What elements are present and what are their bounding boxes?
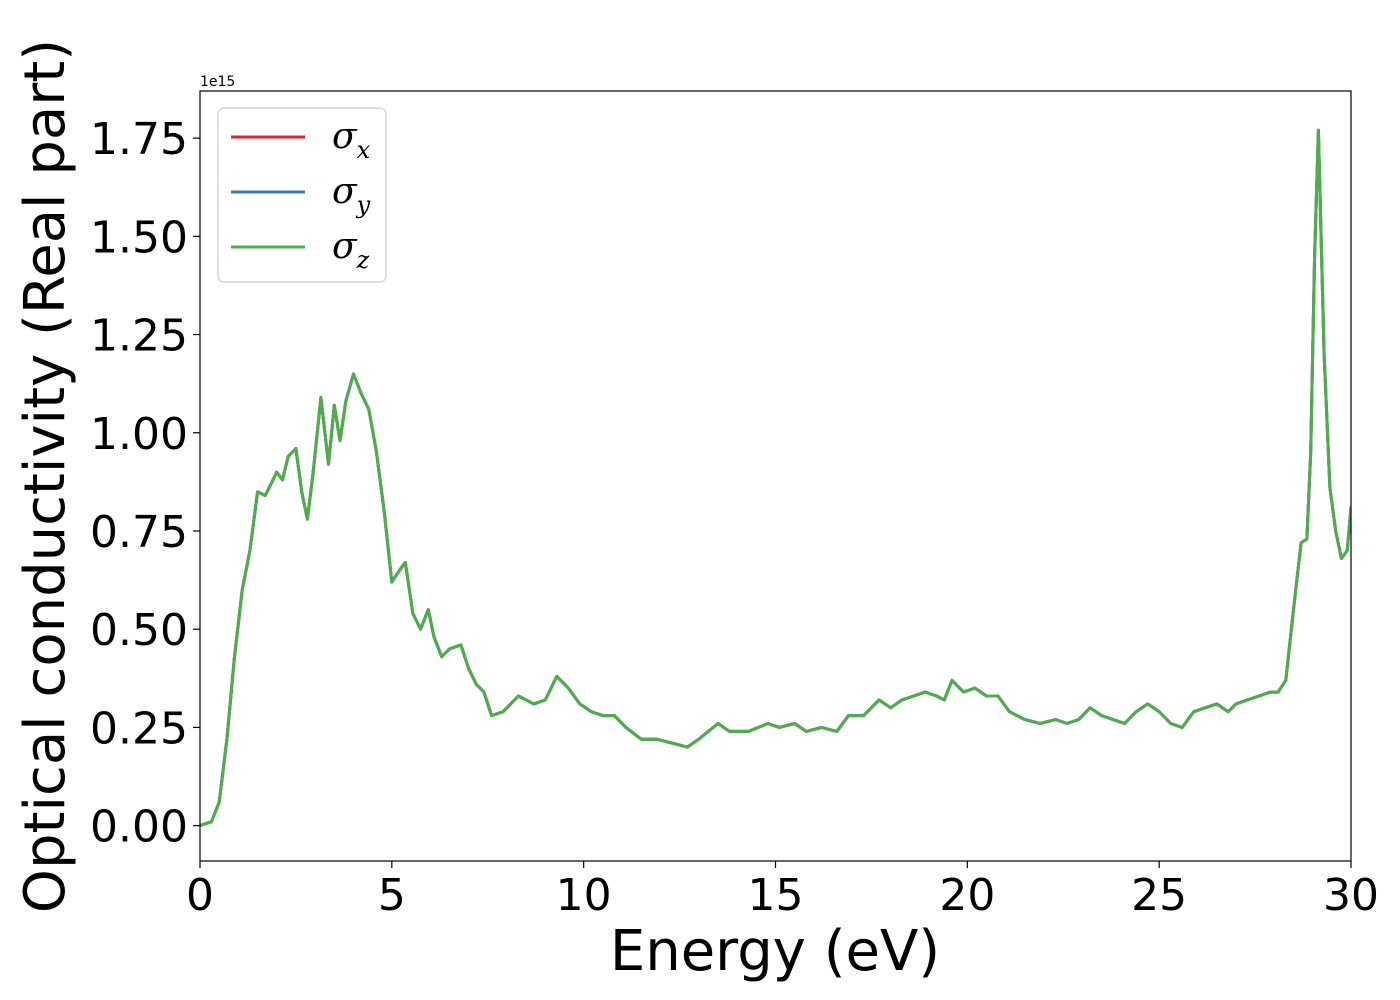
x-tick-label: 15 [748,870,804,921]
y-tick-label: 1.50 [90,212,188,263]
series-group [200,128,1351,828]
legend-box [217,107,387,283]
x-axis-label: Energy (eV) [610,919,940,984]
legend-label-x: σx [332,116,371,164]
legend: σx σy σz [217,107,387,283]
y-tick-label: 1.25 [90,311,188,362]
series-line-z [200,128,1351,828]
x-tick-label: 25 [1131,870,1187,921]
x-tick-label: 20 [939,870,995,921]
y-offset-label: 1e15 [200,74,235,90]
x-axis: 0 5 10 15 20 25 30 [186,861,1379,921]
x-tick-label: 30 [1323,870,1379,921]
y-tick-label: 0.00 [90,802,188,853]
y-tick-label: 1.00 [90,409,188,460]
x-tick-label: 10 [556,870,612,921]
y-tick-label: 0.25 [90,703,188,754]
plot-area [200,91,1351,861]
y-tick-label: 0.50 [90,605,188,656]
legend-label-y: σy [332,171,371,219]
legend-label-z: σz [332,226,370,274]
x-tick-label: 0 [186,870,214,921]
x-tick-label: 5 [378,870,406,921]
y-tick-label: 0.75 [90,507,188,558]
y-tick-label: 1.75 [90,114,188,165]
y-axis: 0.00 0.25 0.50 0.75 1.00 1.25 1.50 1.75 [90,114,200,853]
y-axis-label: Optical conductivity (Real part) [13,39,78,913]
